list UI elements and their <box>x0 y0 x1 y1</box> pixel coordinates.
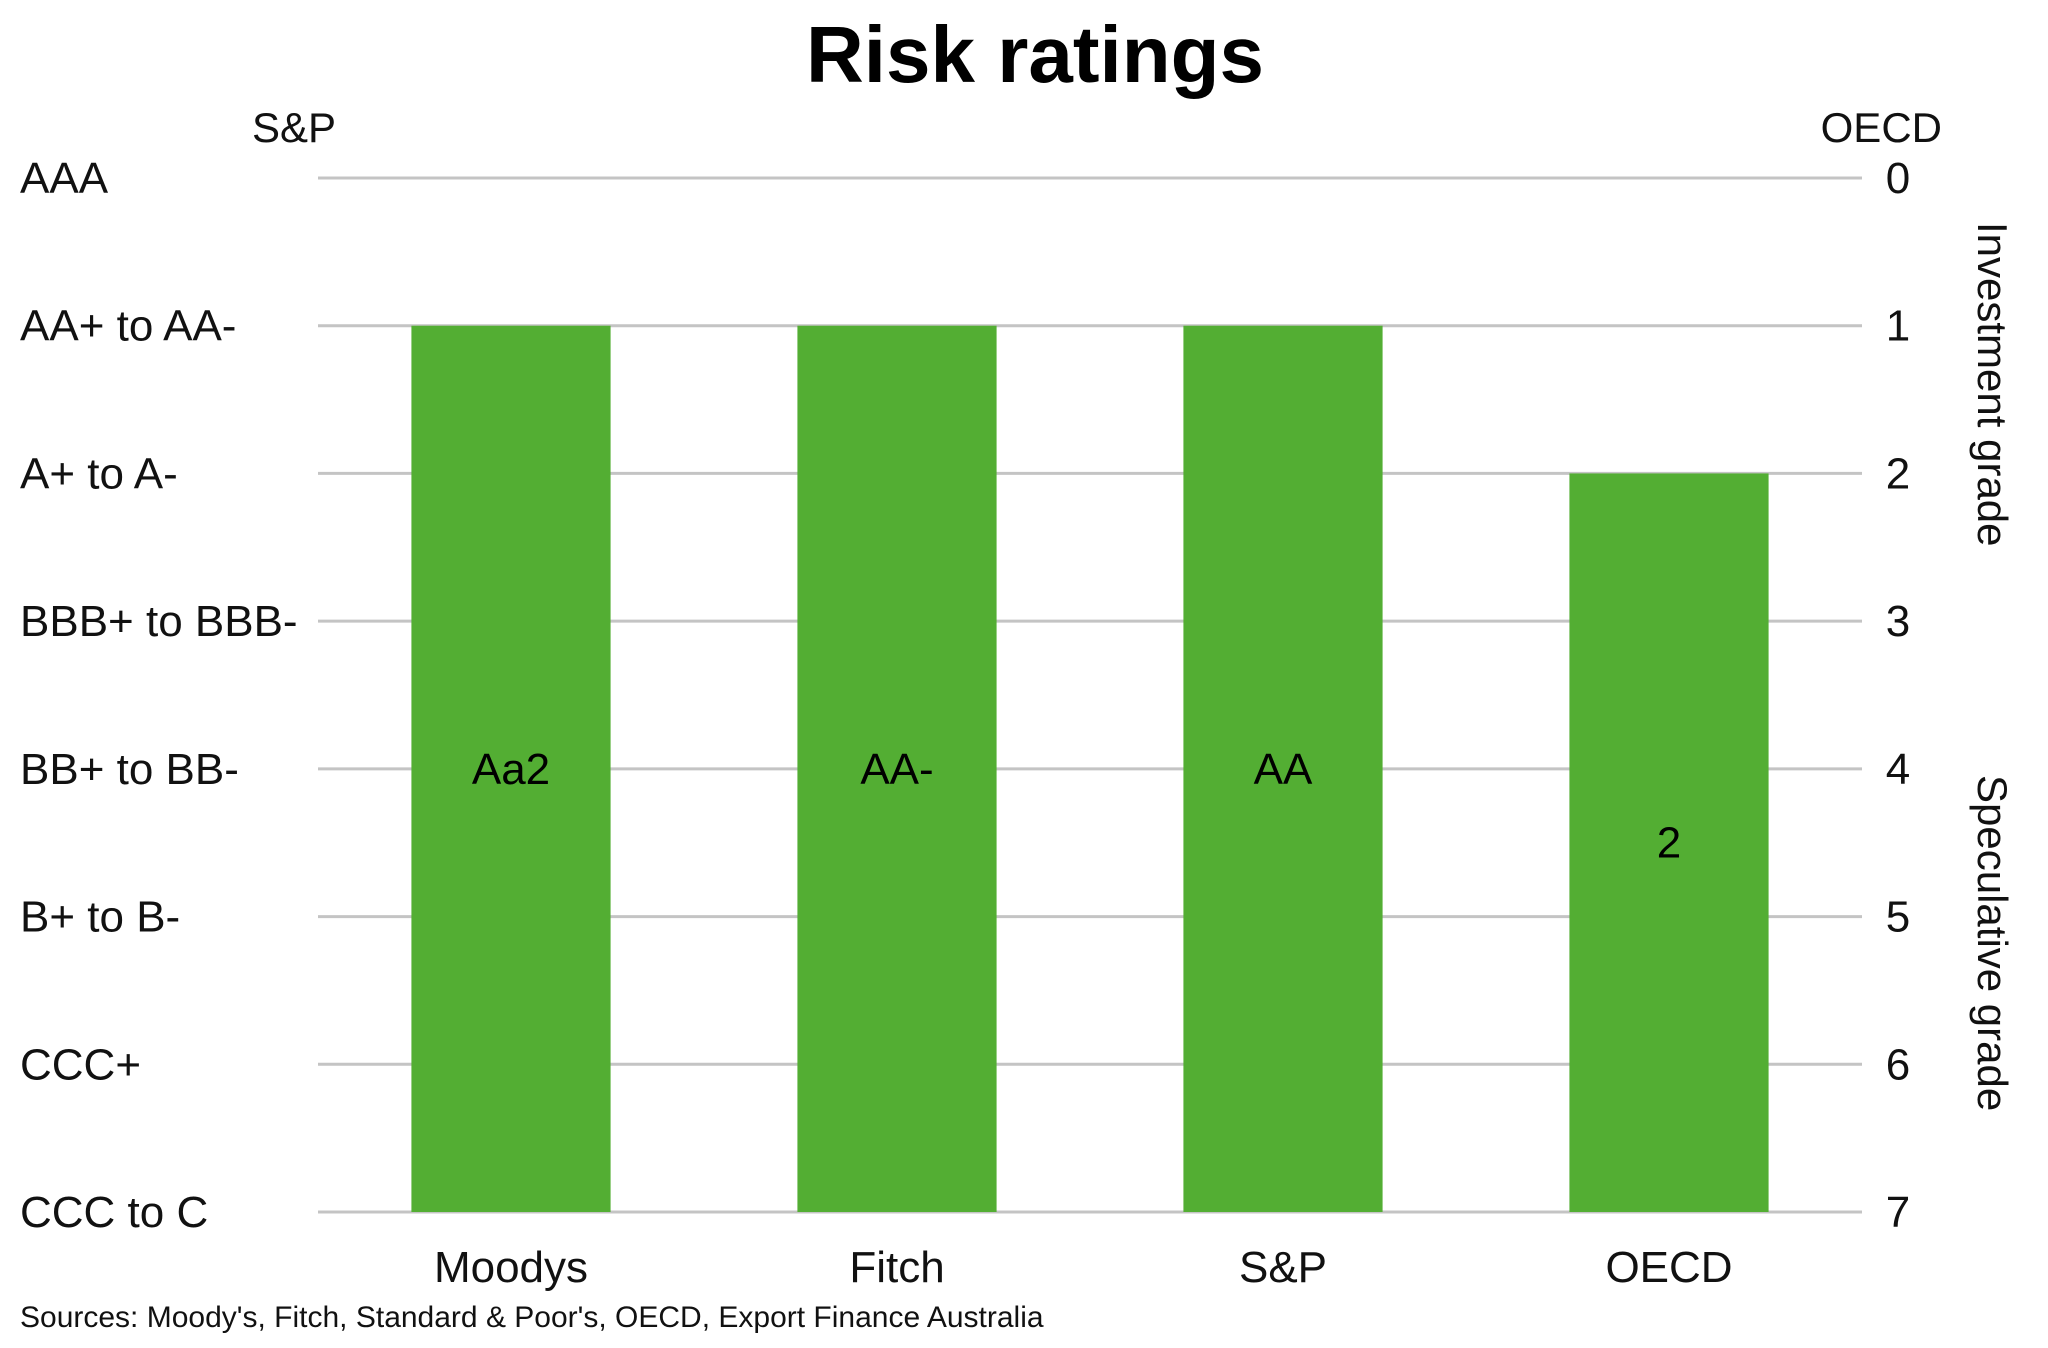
right-tick-label: 7 <box>1886 1188 1910 1237</box>
right-axis-title: OECD <box>1821 104 1942 151</box>
left-tick-label: CCC+ <box>20 1040 141 1089</box>
chart-title: Risk ratings <box>806 10 1264 99</box>
source-note: Sources: Moody's, Fitch, Standard & Poor… <box>20 1301 1044 1334</box>
right-tick-label: 4 <box>1886 745 1910 794</box>
x-tick-label: S&P <box>1239 1243 1327 1292</box>
right-tick-label: 2 <box>1886 449 1910 498</box>
left-tick-label: B+ to B- <box>20 893 180 942</box>
bar <box>1183 325 1383 1212</box>
left-tick-label: BBB+ to BBB- <box>20 597 298 646</box>
x-tick-label: Fitch <box>849 1243 944 1292</box>
bar <box>411 325 611 1212</box>
right-tick-label: 1 <box>1886 302 1910 351</box>
bars: Aa2 AA- AA 2 <box>411 325 1769 1212</box>
bar-data-label: 2 <box>1657 819 1681 868</box>
bar <box>1569 473 1769 1212</box>
x-tick-label: OECD <box>1605 1243 1732 1292</box>
right-tick-label: 6 <box>1886 1040 1910 1089</box>
bar-data-label: AA- <box>860 745 933 794</box>
left-tick-label: AA+ to AA- <box>20 302 236 351</box>
left-axis-title: S&P <box>252 104 336 151</box>
bar-data-label: AA <box>1254 745 1313 794</box>
band-label-investment: Investment grade <box>1969 222 2016 547</box>
left-tick-label: A+ to A- <box>20 449 178 498</box>
left-axis-ticks: AAA AA+ to AA- A+ to A- BBB+ to BBB- BB+ to … <box>20 154 298 1237</box>
x-tick-label: Moodys <box>434 1243 588 1292</box>
left-tick-label: AAA <box>20 154 109 203</box>
right-axis-ticks: 0 1 2 3 4 5 6 7 <box>1886 154 1910 1237</box>
x-axis-ticks: Moodys Fitch S&P OECD <box>434 1243 1733 1292</box>
right-tick-label: 5 <box>1886 893 1910 942</box>
right-tick-label: 0 <box>1886 154 1910 203</box>
left-tick-label: CCC to C <box>20 1188 208 1237</box>
bar-data-label: Aa2 <box>472 745 550 794</box>
right-tick-label: 3 <box>1886 597 1910 646</box>
bar <box>797 325 997 1212</box>
band-label-speculative: Speculative grade <box>1969 775 2016 1111</box>
left-tick-label: BB+ to BB- <box>20 745 239 794</box>
